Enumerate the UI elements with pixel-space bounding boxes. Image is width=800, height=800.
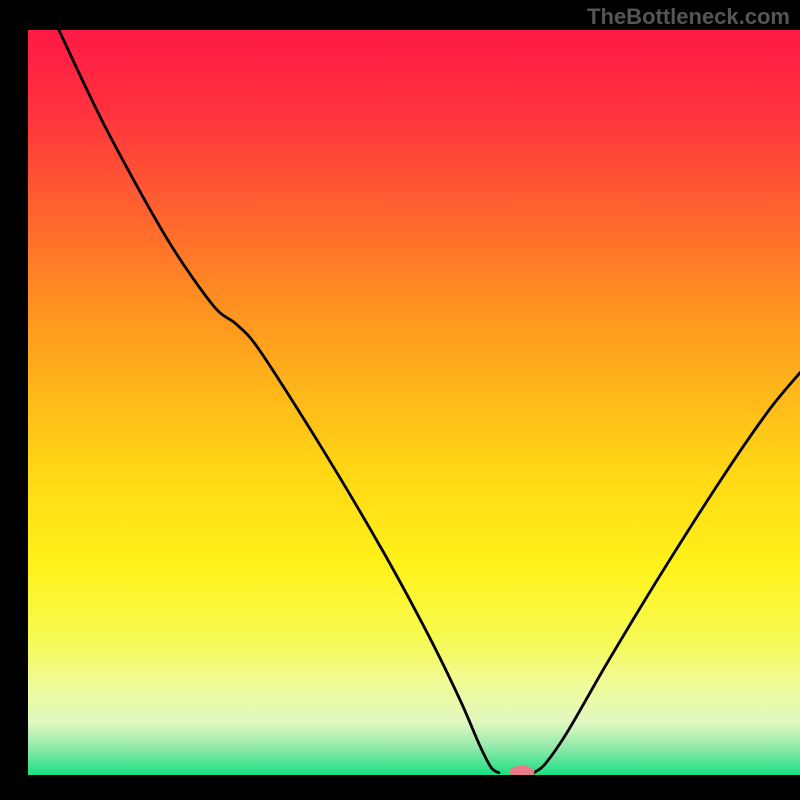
optimum-marker <box>510 766 535 775</box>
chart-container: { "watermark": { "text": "TheBottleneck.… <box>0 0 800 800</box>
curve-layer <box>28 30 800 775</box>
watermark-text: TheBottleneck.com <box>587 4 790 30</box>
bottleneck-curve-right <box>534 373 800 773</box>
bottleneck-curve-left <box>59 30 499 773</box>
plot-area <box>28 30 800 775</box>
